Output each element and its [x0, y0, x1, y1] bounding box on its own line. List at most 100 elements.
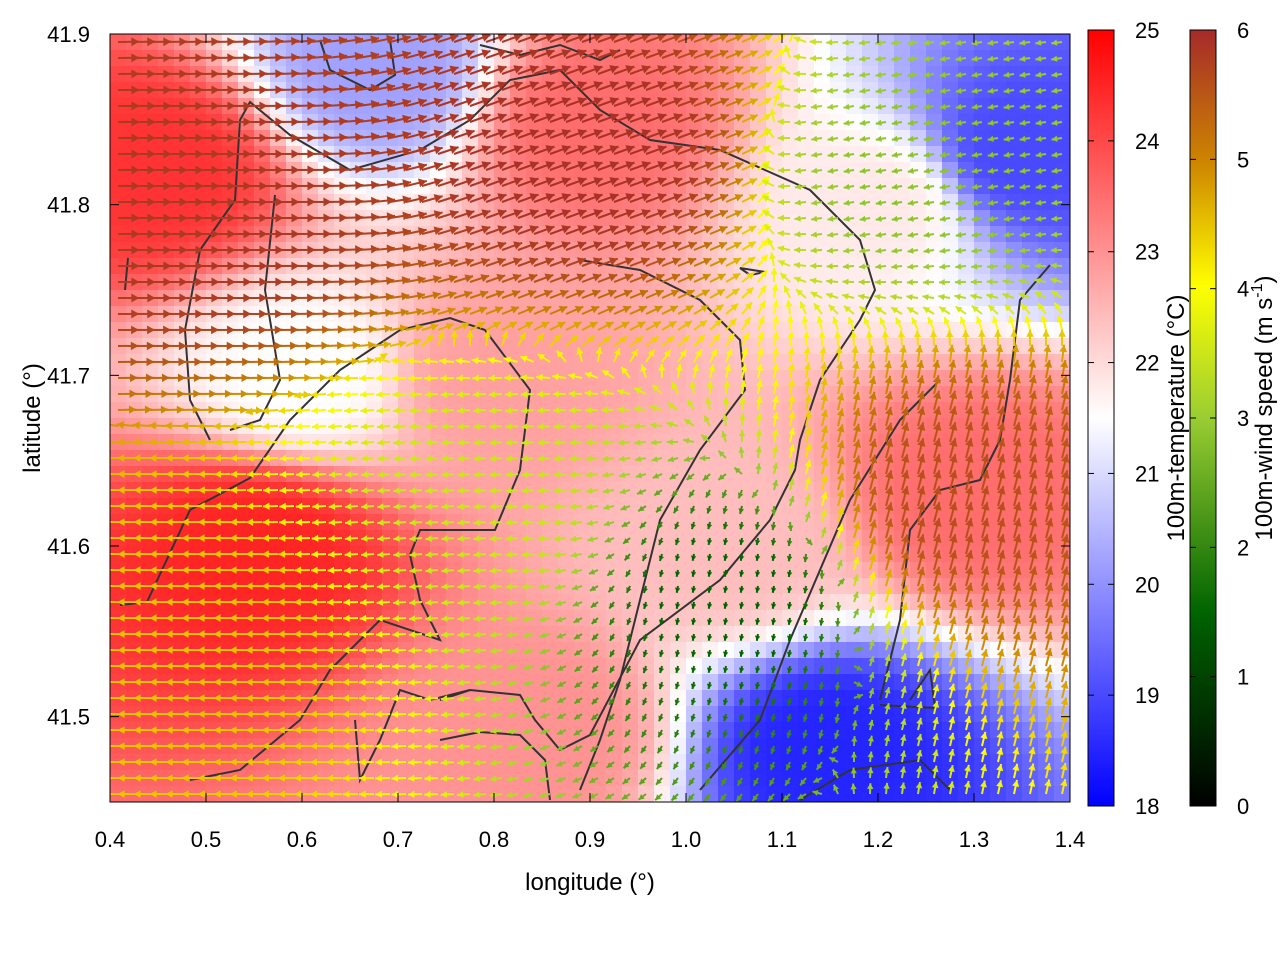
temperature-cell	[846, 178, 863, 195]
temperature-cell	[862, 98, 879, 115]
temperature-cell	[718, 434, 735, 451]
temperature-cell	[974, 82, 991, 99]
temperature-cell	[638, 498, 655, 515]
temperature-cell	[990, 114, 1007, 131]
temperature-cell	[1038, 594, 1055, 611]
temperature-cell	[926, 290, 943, 307]
temperature-cell	[574, 626, 591, 643]
temperature-cell	[1022, 98, 1039, 115]
temperature-cell	[542, 354, 559, 371]
temperature-cell	[1054, 690, 1070, 707]
temperature-cell	[942, 34, 959, 51]
temperature-cell	[990, 162, 1007, 179]
temperature-cell	[926, 82, 943, 99]
temperature-cell	[830, 34, 847, 51]
temperature-cell	[814, 530, 831, 547]
temperature-cell	[942, 594, 959, 611]
temperature-cell	[846, 34, 863, 51]
temperature-cell	[1054, 274, 1070, 291]
temperature-cell	[862, 66, 879, 83]
temperature-cell	[1038, 98, 1055, 115]
temperature-cell	[926, 722, 943, 739]
temperature-cell	[830, 82, 847, 99]
temperature-cell	[910, 690, 927, 707]
temperature-cell	[814, 82, 831, 99]
temperature-cell	[958, 34, 975, 51]
temperature-cell	[1038, 130, 1055, 147]
temperature-cell	[926, 66, 943, 83]
temperature-cell	[862, 514, 879, 531]
temperature-cell	[862, 594, 879, 611]
temperature-cell	[638, 370, 655, 387]
temperature-cell	[910, 178, 927, 195]
temperature-cell	[894, 162, 911, 179]
temperature-cell	[990, 130, 1007, 147]
temperature-cell	[958, 146, 975, 163]
temperature-cell	[1038, 34, 1055, 51]
temperature-cell	[814, 162, 831, 179]
temperature-cell	[846, 466, 863, 483]
temperature-cell	[942, 722, 959, 739]
temperature-cell	[990, 98, 1007, 115]
temperature-cell	[942, 66, 959, 83]
temperature-cell	[958, 130, 975, 147]
temperature-cell	[1038, 578, 1055, 595]
temperature-cell	[1054, 402, 1070, 419]
temperature-cell	[862, 82, 879, 99]
temperature-cell	[782, 114, 799, 131]
temperature-cell	[830, 290, 847, 307]
temperature-cell	[830, 130, 847, 147]
temperature-cell	[846, 130, 863, 147]
temperature-cell	[910, 34, 927, 51]
temperature-cell	[878, 530, 895, 547]
temperature-cell	[1038, 146, 1055, 163]
temperature-cell	[910, 658, 927, 675]
temperature-heatmap	[110, 34, 1070, 802]
temperature-cell	[1038, 50, 1055, 67]
temperature-cell	[1006, 610, 1023, 627]
temperature-cell	[846, 290, 863, 307]
temperature-cell	[1022, 114, 1039, 131]
temperature-cell	[1006, 98, 1023, 115]
temperature-cell	[942, 386, 959, 403]
temperature-cell	[782, 162, 799, 179]
temperature-cell	[814, 146, 831, 163]
temperature-cell	[894, 114, 911, 131]
temperature-cell	[942, 578, 959, 595]
temperature-cell	[574, 642, 591, 659]
temperature-cell	[846, 50, 863, 67]
temperature-cell	[958, 594, 975, 611]
temperature-cell	[910, 706, 927, 723]
temperature-cell	[878, 610, 895, 627]
temperature-cell	[1054, 578, 1070, 595]
temperature-cell	[894, 562, 911, 579]
temperature-cell	[894, 642, 911, 659]
temperature-cell	[766, 98, 783, 115]
temperature-cell	[846, 578, 863, 595]
temperature-cell	[862, 402, 879, 419]
temperature-cell	[814, 178, 831, 195]
temperature-cell	[862, 146, 879, 163]
temperature-cell	[1006, 50, 1023, 67]
temperature-cell	[830, 98, 847, 115]
temperature-cell	[1054, 594, 1070, 611]
temperature-cell	[1022, 66, 1039, 83]
temperature-cell	[942, 82, 959, 99]
temperature-cell	[814, 66, 831, 83]
temperature-cell	[766, 162, 783, 179]
temperature-cell	[830, 178, 847, 195]
temperature-cell	[766, 114, 783, 131]
temperature-cell	[958, 50, 975, 67]
temperature-cell	[910, 98, 927, 115]
temperature-cell	[910, 162, 927, 179]
temperature-cell	[574, 674, 591, 691]
temperature-cell	[1038, 82, 1055, 99]
temperature-cell	[734, 338, 751, 355]
temperature-cell	[910, 562, 927, 579]
temperature-cell	[1038, 402, 1055, 419]
temperature-cell	[958, 178, 975, 195]
temperature-cell	[798, 66, 815, 83]
temperature-cell	[830, 754, 847, 771]
temperature-cell	[894, 722, 911, 739]
